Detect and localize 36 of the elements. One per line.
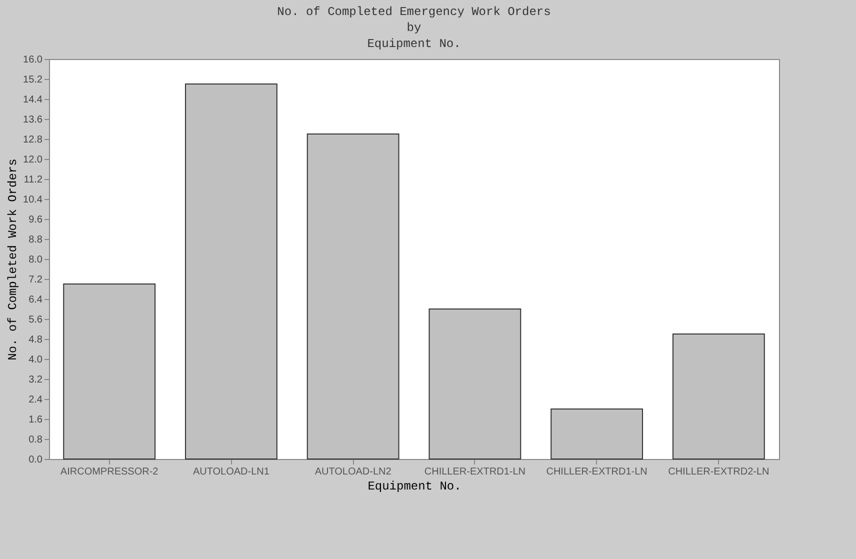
y-tick-label: 8.0 xyxy=(28,254,43,266)
y-tick-label: 0.8 xyxy=(28,434,43,446)
y-tick-label: 10.4 xyxy=(23,194,43,206)
y-tick-label: 13.6 xyxy=(23,114,43,126)
y-tick-label: 14.4 xyxy=(23,94,43,106)
x-tick-label: CHILLER-EXTRD1-LN xyxy=(546,466,648,478)
bar xyxy=(306,134,400,460)
y-tick-label: 1.6 xyxy=(28,414,43,426)
bar xyxy=(672,334,765,460)
y-tick-label: 8.8 xyxy=(28,234,43,246)
chart-title: No. of Completed Emergency Work Orders by Equipment No. xyxy=(277,5,551,51)
y-tick-label: 11.2 xyxy=(24,174,43,186)
y-tick-label: 5.6 xyxy=(28,314,43,326)
y-tick-label: 16.0 xyxy=(23,54,43,66)
y-axis-title: No. of Completed Work Orders xyxy=(6,158,20,360)
x-tick-label: CHILLER-EXTRD1-LN xyxy=(424,466,526,478)
bar xyxy=(428,308,522,460)
y-tick-label: 0.0 xyxy=(28,454,43,466)
y-tick-label: 12.0 xyxy=(23,154,43,166)
y-tick-label: 12.8 xyxy=(23,134,43,146)
bar xyxy=(63,284,156,460)
y-tick-label: 15.2 xyxy=(23,74,43,86)
y-tick-label: 2.4 xyxy=(28,394,43,406)
y-tick-label: 4.0 xyxy=(28,354,43,366)
x-axis-title: Equipment No. xyxy=(368,480,462,494)
bar xyxy=(550,408,644,460)
x-tick-label: AUTOLOAD-LN2 xyxy=(314,466,392,478)
y-tick-label: 9.6 xyxy=(28,214,43,226)
y-tick-label: 6.4 xyxy=(28,294,43,306)
x-tick-label: AUTOLOAD-LN1 xyxy=(192,466,270,478)
y-tick-label: 7.2 xyxy=(28,274,43,286)
x-tick-label: AIRCOMPRESSOR-2 xyxy=(60,466,159,478)
x-tick-label: CHILLER-EXTRD2-LN xyxy=(668,466,770,478)
bar xyxy=(184,84,278,460)
y-tick-label: 4.8 xyxy=(28,334,43,346)
y-tick-label: 3.2 xyxy=(28,374,43,386)
